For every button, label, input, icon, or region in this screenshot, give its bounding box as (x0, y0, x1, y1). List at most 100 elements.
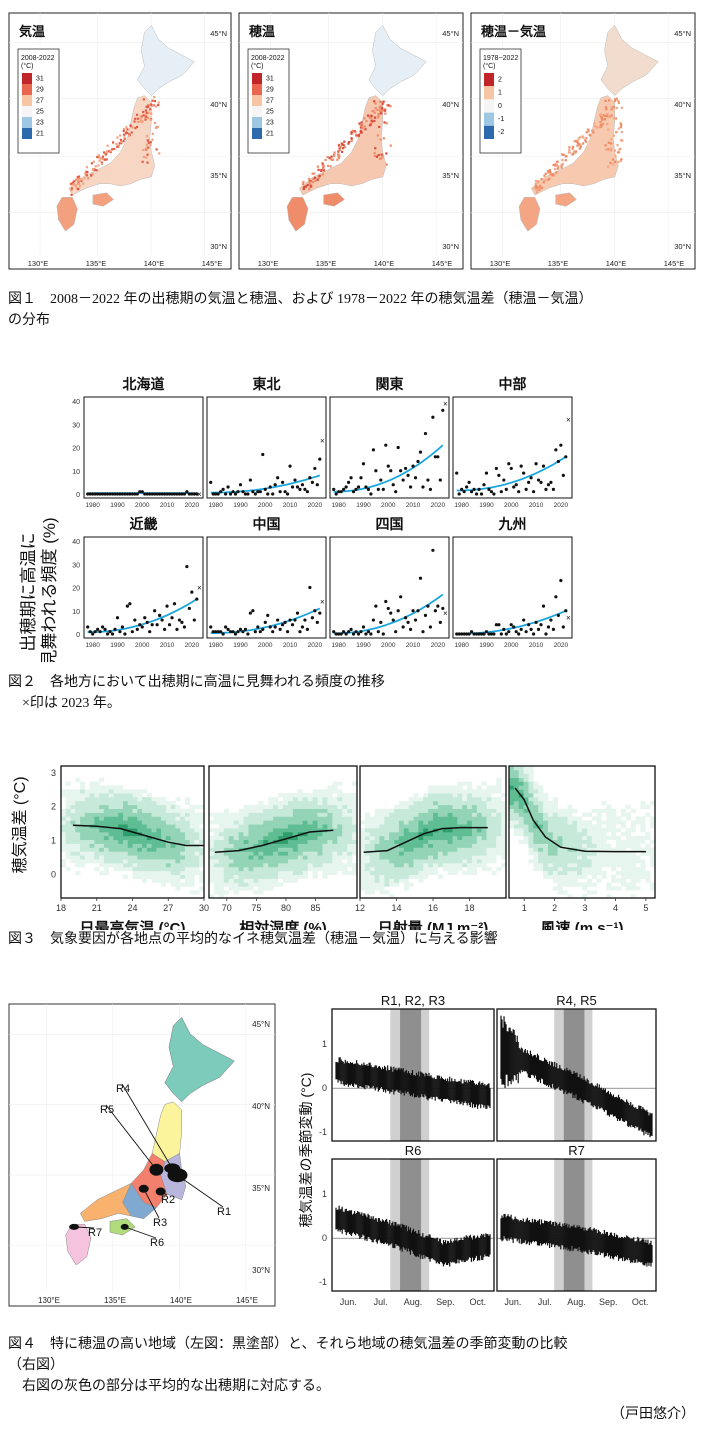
data-point (253, 492, 257, 496)
heatmap-cell (582, 866, 588, 872)
heatmap-cell (403, 843, 409, 848)
map-speckle (85, 170, 88, 173)
heatmap-cell (278, 793, 284, 798)
heatmap-cell (248, 859, 254, 864)
map-speckle (151, 132, 154, 135)
heatmap-cell (132, 870, 138, 876)
heatmap-cell (108, 797, 114, 802)
heatmap-cell (89, 851, 95, 856)
x-tick-label: Oct. (470, 1297, 487, 1307)
heatmap-cell (223, 855, 230, 860)
data-point (226, 627, 230, 631)
year-2023-mark: × (320, 437, 325, 446)
heatmap-cell (312, 797, 318, 802)
heatmap-cell (394, 839, 400, 844)
heatmap-cell (65, 797, 71, 802)
heatmap-cell (620, 874, 627, 879)
data-point (551, 487, 556, 491)
heatmap-cell (258, 874, 264, 879)
data-point (497, 473, 501, 477)
heatmap-cell (538, 824, 544, 829)
heatmap-cell (384, 835, 390, 841)
heatmap-cell (209, 855, 215, 860)
heatmap-cell (374, 808, 380, 813)
heatmap-cell (337, 804, 343, 810)
heatmap-cell (80, 793, 86, 798)
heatmap-cell (491, 789, 497, 794)
heatmap-cell (442, 808, 448, 813)
heatmap-cell (209, 859, 215, 864)
heatmap-cell (312, 793, 318, 798)
map-speckle (142, 110, 145, 114)
map-speckle (122, 128, 126, 131)
heatmap-cell (70, 816, 76, 821)
heatmap-cell (332, 812, 338, 817)
heatmap-cell (601, 843, 607, 848)
heatmap-cell (170, 874, 176, 879)
heatmap-cell (418, 859, 424, 864)
heatmap-cell (496, 851, 502, 856)
heatmap-cell (248, 816, 254, 821)
heatmap-cell (132, 847, 138, 852)
legend-swatch (484, 112, 494, 126)
map-speckle (605, 148, 608, 151)
heatmap-cell (572, 851, 578, 856)
heatmap-cell (630, 882, 636, 887)
data-point (100, 492, 105, 496)
heatmap-cell (369, 820, 375, 825)
heatmap-cell (108, 859, 114, 864)
data-point (339, 632, 343, 636)
data-point (209, 480, 213, 484)
heatmap-cell (442, 851, 448, 856)
heatmap-cell (523, 824, 529, 829)
map-speckle (142, 98, 145, 101)
heatmap-cell (65, 789, 71, 794)
heatmap-cell (268, 835, 274, 841)
heatmap-cell (213, 874, 220, 879)
data-point (221, 487, 225, 491)
heatmap-cell (337, 808, 343, 813)
heatmap-cell (243, 808, 249, 813)
heatmap-cell (369, 890, 375, 895)
heatmap-cell (538, 847, 544, 852)
heatmap-cell (533, 800, 539, 806)
heatmap-cell (384, 882, 390, 887)
data-point (361, 462, 366, 466)
heatmap-cell (317, 824, 323, 829)
map-speckle (380, 157, 383, 160)
heatmap-cell (65, 828, 71, 833)
heatmap-cell (302, 820, 308, 825)
x-tick-label: 2000 (381, 502, 396, 509)
heatmap-cell (243, 843, 249, 848)
heatmap-cell (263, 870, 269, 876)
heatmap-cell (233, 812, 239, 817)
heatmap-cell (213, 870, 220, 876)
heatmap-cell (175, 878, 181, 883)
heatmap-cell (342, 820, 348, 825)
heatmap-cell (591, 855, 597, 860)
map-speckle (73, 180, 76, 183)
data-point (436, 455, 440, 459)
heatmap-cell (189, 824, 195, 829)
heatmap-cell (557, 870, 563, 876)
heatmap-cell (428, 804, 434, 810)
heatmap-cell (423, 800, 429, 806)
x-tick-label: Aug. (404, 1297, 423, 1307)
heatmap-cell (317, 828, 323, 833)
heatmap-cell (322, 824, 328, 829)
heatmap-cell (307, 824, 313, 829)
heatmap-cell (156, 851, 162, 856)
map-speckle (600, 124, 603, 127)
lon-label: 145°E (432, 259, 453, 268)
heatmap-cell (84, 828, 90, 833)
heatmap-cell (369, 874, 375, 879)
heatmap-cell (457, 808, 463, 813)
heatmap-cell (467, 835, 473, 841)
lon-label: 145°E (236, 1296, 258, 1305)
heatmap-cell (413, 828, 419, 833)
heatmap-cell (650, 820, 656, 825)
map-speckle (308, 179, 311, 182)
heatmap-cell (577, 870, 583, 876)
heatmap-cell (342, 824, 348, 829)
x-tick-label: Jun. (504, 1297, 521, 1307)
